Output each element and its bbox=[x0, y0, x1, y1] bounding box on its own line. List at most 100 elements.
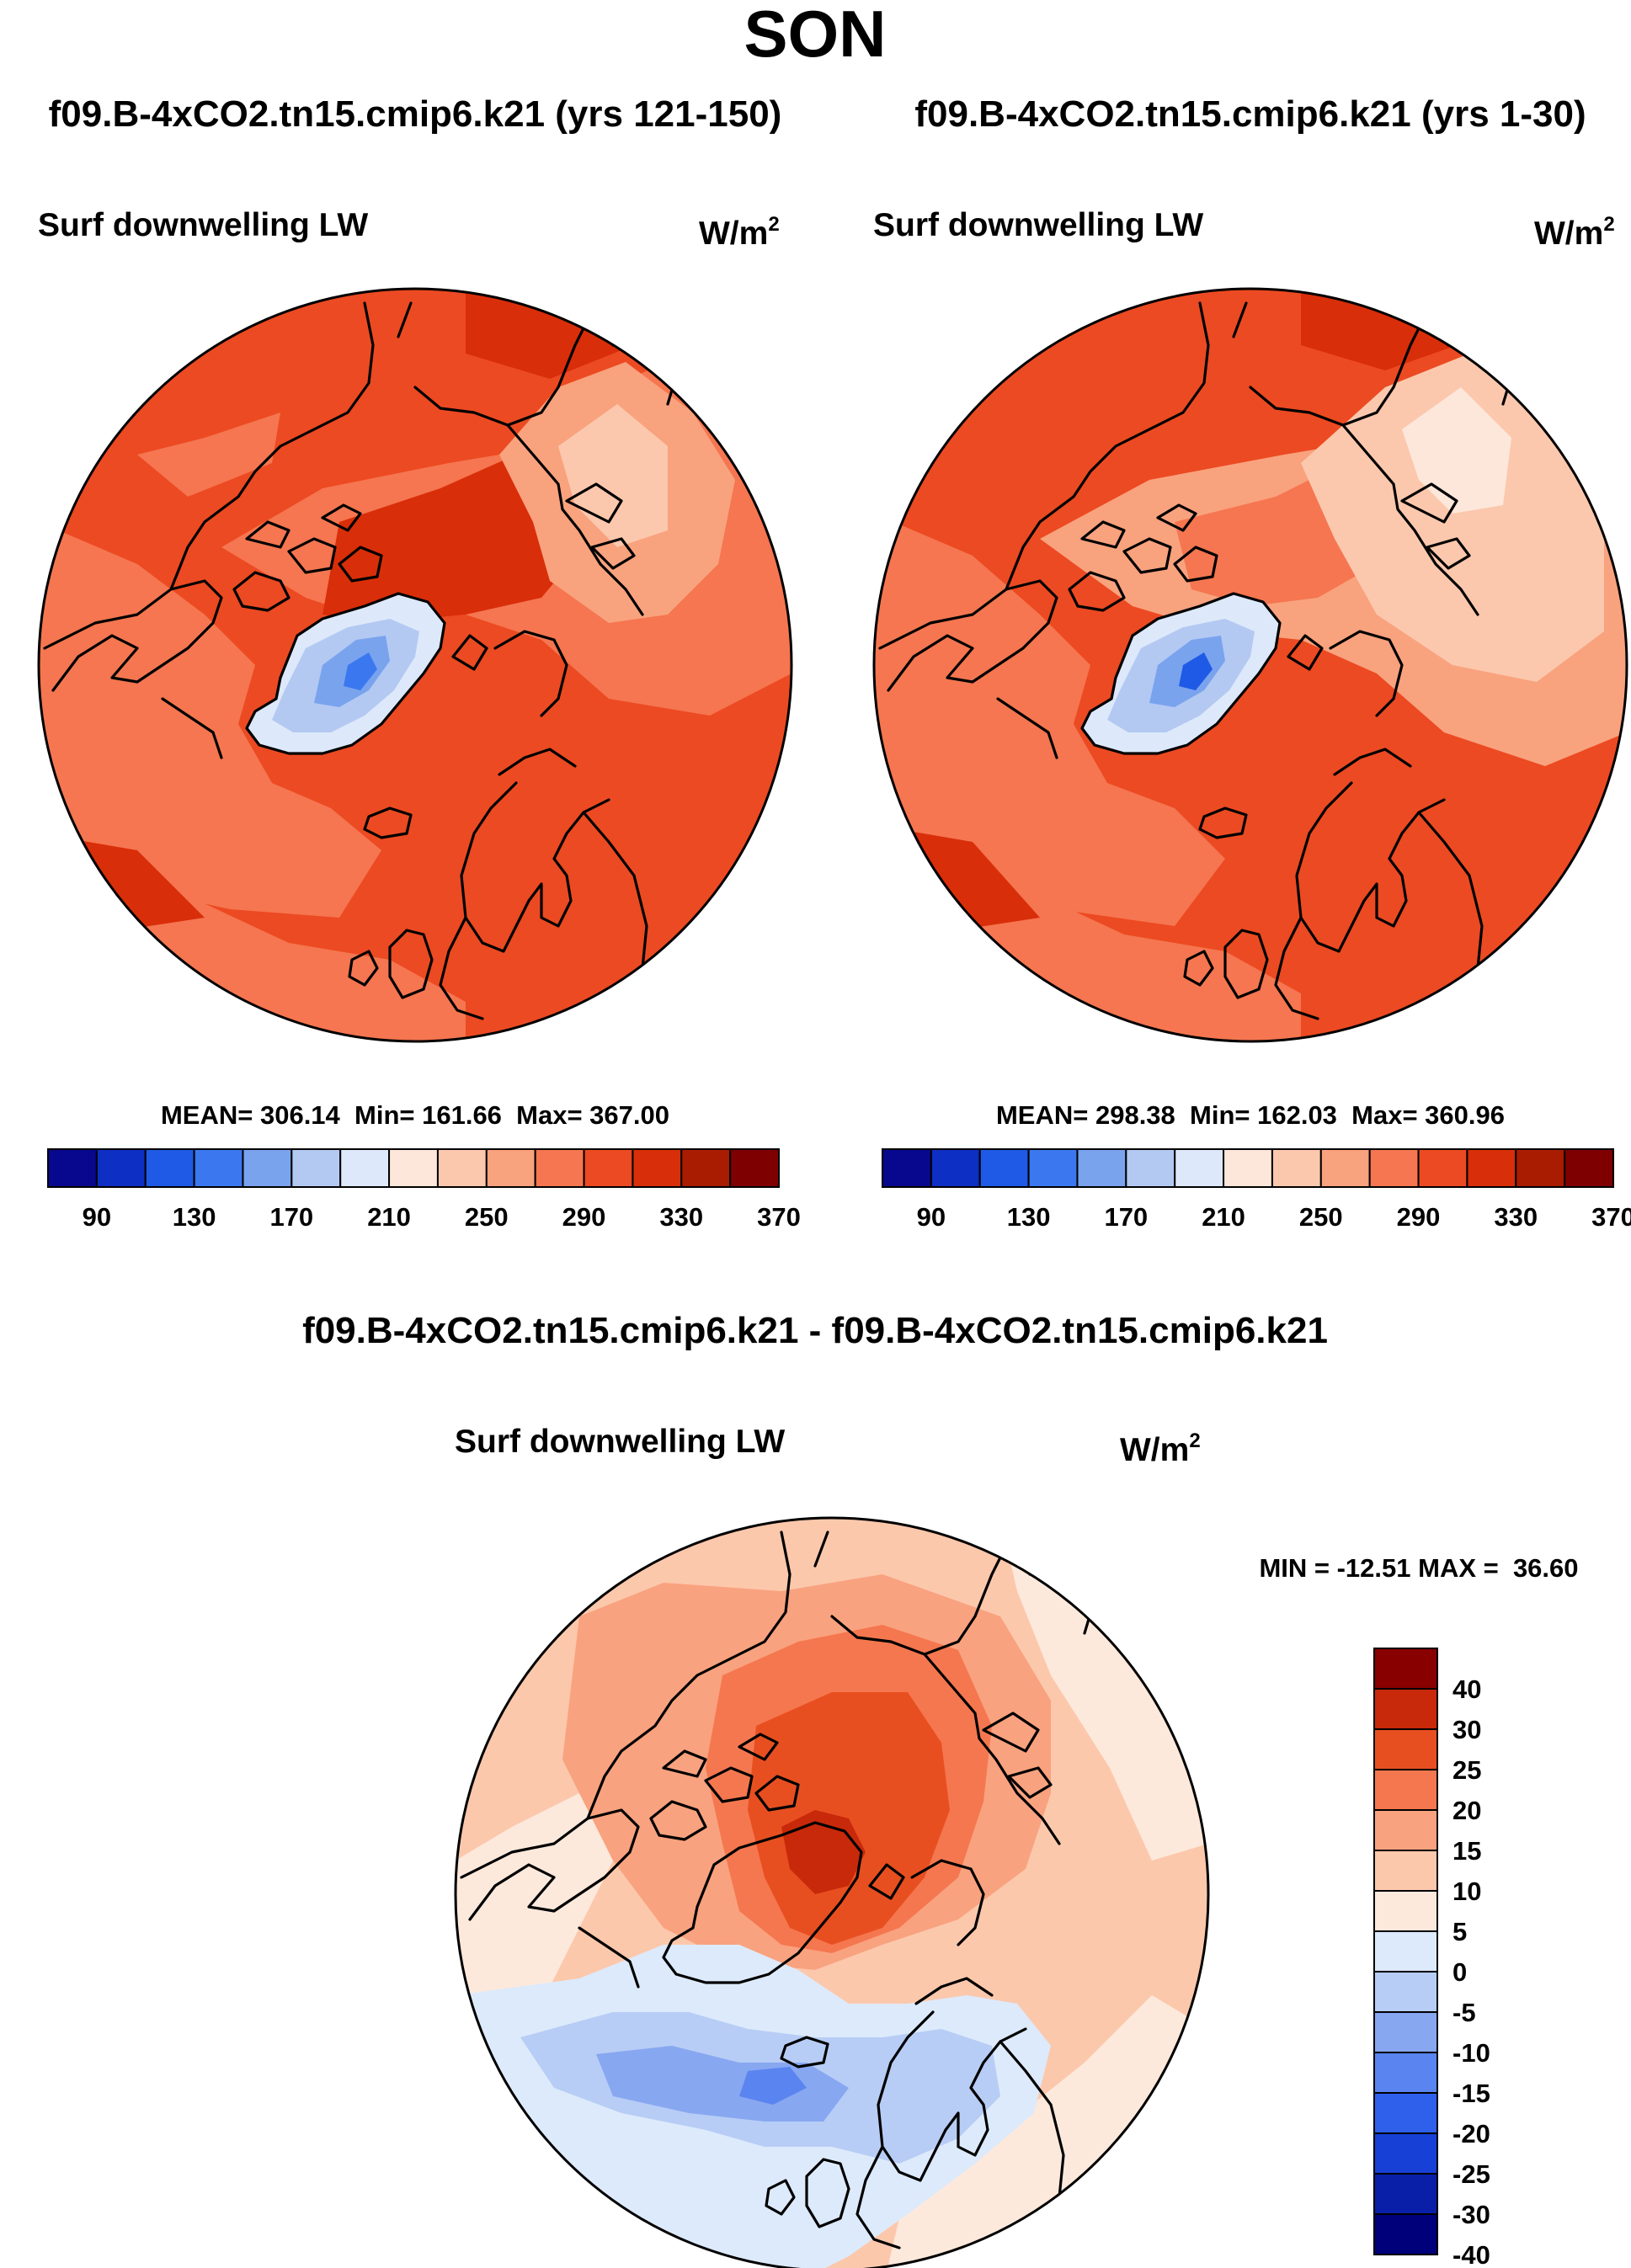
colorbar-swatch bbox=[1466, 1148, 1517, 1188]
colorbar-swatch bbox=[1319, 1148, 1371, 1188]
colorbar-tick-label: -15 bbox=[1452, 2079, 1490, 2108]
colorbar-tick-label: 90 bbox=[83, 1202, 111, 1232]
contour-region bbox=[874, 289, 956, 349]
colorbar-tick-label: 250 bbox=[1299, 1202, 1343, 1232]
colorbar-swatch bbox=[1373, 1728, 1438, 1770]
colorbar-tick-label: 30 bbox=[1452, 1715, 1481, 1744]
colorbar-tick-label: 370 bbox=[757, 1202, 801, 1232]
colorbar-tick-label: 0 bbox=[1452, 1957, 1467, 1987]
colorbar-swatch bbox=[144, 1148, 195, 1188]
colorbar-swatch bbox=[930, 1148, 981, 1188]
colorbar-tick-label: -5 bbox=[1452, 1998, 1476, 2027]
panel-left-case-title: f09.B-4xCO2.tn15.cmip6.k21 (yrs 121-150) bbox=[49, 93, 782, 135]
colorbar-swatch bbox=[1515, 1148, 1566, 1188]
colorbar-swatch bbox=[95, 1148, 147, 1188]
colorbar-swatch bbox=[388, 1148, 439, 1188]
units-base: W/m bbox=[1120, 1432, 1189, 1468]
panel-right: f09.B-4xCO2.tn15.cmip6.k21 (yrs 1-30) Su… bbox=[872, 93, 1631, 1232]
colorbar-tick-label: 210 bbox=[367, 1202, 411, 1232]
panel-difference-map bbox=[456, 1518, 1208, 2268]
units-exponent: 2 bbox=[1603, 213, 1614, 236]
colorbar-tick-label: -30 bbox=[1452, 2200, 1490, 2229]
panel-left-units: W/m2 bbox=[699, 213, 780, 252]
colorbar-swatch bbox=[583, 1148, 634, 1188]
contour-region bbox=[39, 522, 381, 918]
panel-right-variable-label: Surf downwelling LW bbox=[873, 207, 1203, 243]
colorbar-swatch bbox=[978, 1148, 1030, 1188]
colorbar-swatch bbox=[534, 1148, 585, 1188]
colorbar-swatch bbox=[1373, 1850, 1438, 1892]
colorbar-tick-label: 130 bbox=[1007, 1202, 1051, 1232]
panel-difference-variable-label: Surf downwelling LW bbox=[455, 1424, 785, 1460]
colorbar-swatch bbox=[1125, 1148, 1176, 1188]
colorbar-tick-label: 330 bbox=[1494, 1202, 1538, 1232]
colorbar-swatch bbox=[1373, 1930, 1438, 1973]
map-border bbox=[454, 1516, 1210, 2268]
colorbar-tick-label: 5 bbox=[1452, 1917, 1467, 1946]
colorbar-tick-label: 210 bbox=[1202, 1202, 1245, 1232]
colorbar-swatch bbox=[1373, 2213, 1438, 2255]
colorbar-swatch bbox=[1373, 1809, 1438, 1851]
panel-left: f09.B-4xCO2.tn15.cmip6.k21 (yrs 121-150)… bbox=[37, 93, 801, 1232]
colorbar-swatch bbox=[1373, 1971, 1438, 2013]
colorbar-swatch bbox=[729, 1148, 781, 1188]
contour-region bbox=[456, 1793, 613, 2029]
colorbar-tick-label: 290 bbox=[1397, 1202, 1441, 1232]
panel-difference-units: W/m2 bbox=[1120, 1429, 1201, 1468]
units-base: W/m bbox=[1534, 216, 1603, 252]
colorbar-tick-label: 170 bbox=[269, 1202, 313, 1232]
panel-difference-stats: MIN = -12.51 MAX = 36.60 bbox=[1259, 1553, 1578, 1583]
panel-left-map bbox=[39, 289, 792, 1041]
panel-right-map bbox=[874, 289, 1627, 1041]
colorbar-tick-label: 20 bbox=[1452, 1796, 1481, 1825]
colorbar-swatch bbox=[882, 1148, 932, 1188]
colorbar-tick-label: 170 bbox=[1104, 1202, 1148, 1232]
colorbar-tick-label: 10 bbox=[1452, 1877, 1481, 1906]
colorbar-tick-label: -40 bbox=[1452, 2240, 1490, 2268]
colorbar-swatch bbox=[1373, 1890, 1438, 1932]
colorbar-swatch bbox=[47, 1148, 98, 1188]
colorbar-swatch bbox=[1373, 2011, 1438, 2053]
panel-difference-title: f09.B-4xCO2.tn15.cmip6.k21 - f09.B-4xCO2… bbox=[302, 1310, 1328, 1351]
colorbar-swatch bbox=[1373, 1648, 1438, 1690]
colorbar-tick-label: 15 bbox=[1452, 1836, 1481, 1866]
contour-region bbox=[137, 413, 280, 497]
colorbar-swatch bbox=[1027, 1148, 1079, 1188]
colorbar-swatch bbox=[1174, 1148, 1225, 1188]
contour-region bbox=[322, 455, 584, 623]
colorbar-swatch bbox=[485, 1148, 536, 1188]
colorbar-swatch bbox=[1223, 1148, 1273, 1188]
panel-right-case-title: f09.B-4xCO2.tn15.cmip6.k21 (yrs 1-30) bbox=[914, 93, 1586, 135]
panel-right-units: W/m2 bbox=[1534, 213, 1615, 252]
colorbar-tick-label: 290 bbox=[562, 1202, 606, 1232]
panel-left-colorbar: 90 130 170 210 250 290 330 370 bbox=[47, 1148, 801, 1232]
units-exponent: 2 bbox=[1189, 1429, 1200, 1452]
colorbar-swatch bbox=[1076, 1148, 1127, 1188]
colorbar-swatch bbox=[1373, 1769, 1438, 1811]
map-border bbox=[872, 287, 1628, 1043]
contour-region bbox=[39, 289, 129, 354]
colorbar-swatch bbox=[1373, 2052, 1438, 2094]
contour-region bbox=[1402, 387, 1511, 514]
map-border bbox=[37, 287, 793, 1043]
colorbar-tick-label: 90 bbox=[917, 1202, 946, 1232]
contour-region bbox=[739, 2067, 807, 2105]
panel-difference-colorbar: 40 30 25 20 15 10 5 0 -5 -10 -15 -20 -25 -30 -40 bbox=[1373, 1648, 1490, 2268]
colorbar-swatch bbox=[290, 1148, 342, 1188]
colorbar-tick-label: 40 bbox=[1452, 1674, 1481, 1704]
panel-right-colorbar: 90 130 170 210 250 290 330 370 bbox=[882, 1148, 1631, 1232]
contour-region bbox=[1301, 354, 1604, 682]
units-exponent: 2 bbox=[768, 213, 779, 236]
colorbar-tick-label: 25 bbox=[1452, 1755, 1481, 1785]
colorbar-swatch bbox=[242, 1148, 293, 1188]
main-title: SON bbox=[744, 0, 886, 71]
contour-region bbox=[344, 652, 377, 690]
colorbar-swatch bbox=[1564, 1148, 1614, 1188]
colorbar-tick-label: 250 bbox=[465, 1202, 509, 1232]
panel-difference: f09.B-4xCO2.tn15.cmip6.k21 - f09.B-4xCO2… bbox=[302, 1310, 1579, 2268]
colorbar-swatch bbox=[1271, 1148, 1322, 1188]
colorbar-tick-label: -10 bbox=[1452, 2038, 1490, 2068]
colorbar-tick-label: 130 bbox=[173, 1202, 216, 1232]
contour-region bbox=[596, 2046, 849, 2122]
